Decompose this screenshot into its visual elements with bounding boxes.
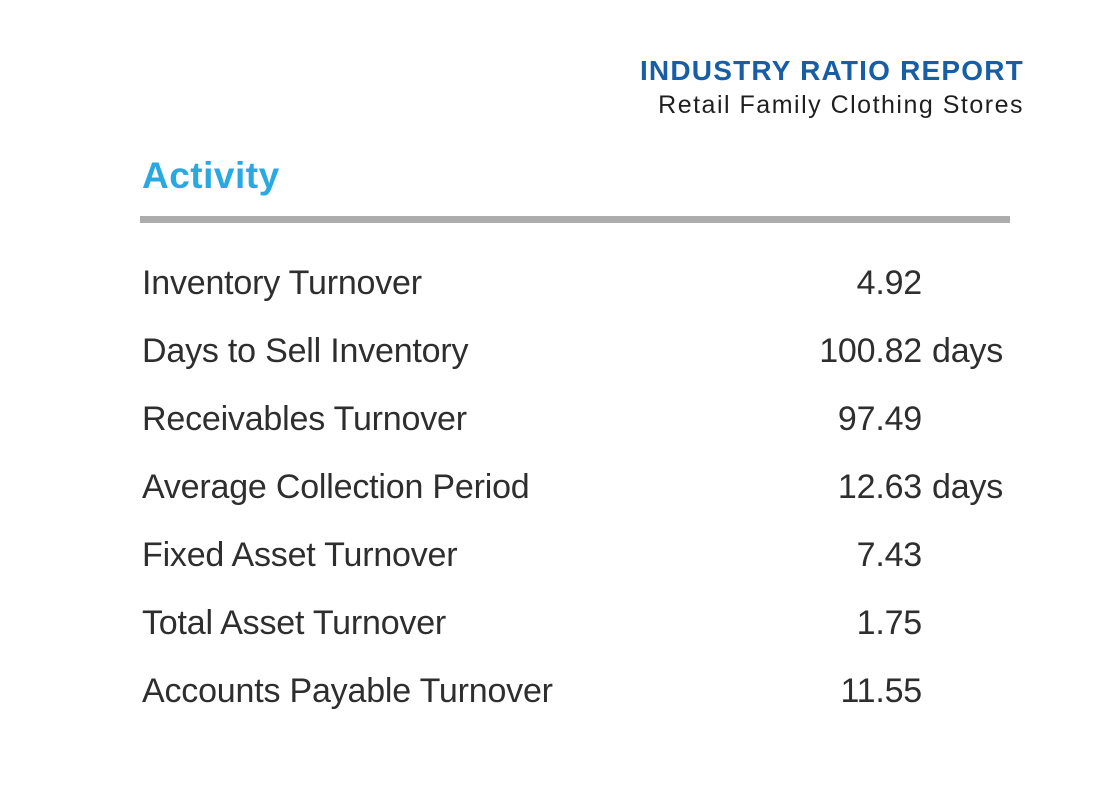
ratio-unit: days — [932, 467, 1004, 506]
ratio-label: Fixed Asset Turnover — [142, 535, 458, 574]
section-divider-rule — [140, 216, 1010, 224]
table-row: Average Collection Period 12.63 days — [142, 453, 1010, 521]
ratio-label: Accounts Payable Turnover — [142, 671, 553, 710]
ratio-unit — [922, 264, 1010, 303]
ratio-value: 12.63 days — [778, 468, 1010, 507]
ratio-value: 100.82 days — [778, 332, 1010, 371]
table-row: Total Asset Turnover 1.75 — [142, 589, 1010, 657]
report-subtitle: Retail Family Clothing Stores — [658, 90, 1024, 119]
ratio-label: Total Asset Turnover — [142, 603, 447, 642]
ratio-value: 7.43 — [778, 536, 1010, 575]
ratio-number: 1.75 — [856, 603, 923, 642]
ratio-number: 100.82 — [819, 331, 922, 370]
ratio-label: Average Collection Period — [142, 467, 530, 506]
ratio-label: Inventory Turnover — [142, 263, 422, 302]
ratio-number: 97.49 — [837, 399, 922, 438]
ratio-number: 11.55 — [840, 671, 922, 710]
ratio-table: Inventory Turnover 4.92 Days to Sell Inv… — [142, 249, 1010, 725]
ratio-label: Days to Sell Inventory — [142, 331, 469, 370]
ratio-number: 12.63 — [837, 467, 922, 506]
ratio-value: 11.55 — [778, 672, 1010, 711]
table-row: Receivables Turnover 97.49 — [142, 385, 1010, 453]
table-row: Inventory Turnover 4.92 — [142, 249, 1010, 317]
report-header: INDUSTRY RATIO REPORT Retail Family Clot… — [0, 0, 1094, 119]
ratio-number: 4.92 — [856, 263, 923, 302]
ratio-value: 1.75 — [778, 604, 1010, 643]
table-row: Days to Sell Inventory 100.82 days — [142, 317, 1010, 385]
section-heading-activity: Activity — [142, 155, 280, 197]
report-title: INDUSTRY RATIO REPORT — [639, 55, 1024, 86]
ratio-value: 4.92 — [778, 264, 1010, 303]
ratio-unit — [922, 400, 1010, 439]
ratio-number: 7.43 — [856, 535, 923, 574]
ratio-unit — [922, 536, 1010, 575]
ratio-value: 97.49 — [778, 400, 1010, 439]
ratio-unit — [922, 672, 1010, 711]
ratio-unit — [922, 604, 1010, 643]
table-row: Fixed Asset Turnover 7.43 — [142, 521, 1010, 589]
table-row: Accounts Payable Turnover 11.55 — [142, 657, 1010, 725]
ratio-unit: days — [932, 331, 1004, 370]
ratio-label: Receivables Turnover — [142, 399, 467, 438]
